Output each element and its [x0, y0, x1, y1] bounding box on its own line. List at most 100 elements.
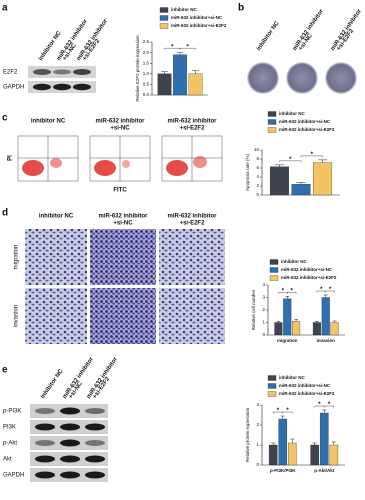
bar: [287, 442, 297, 466]
bar: [157, 73, 172, 96]
lane-label: inhibitor NC: [256, 20, 281, 52]
bar: [310, 444, 320, 466]
y-tick-label: 2: [262, 307, 265, 312]
y-tick-label: 0.0: [143, 92, 150, 97]
bar: [319, 412, 329, 466]
error-bar: [176, 51, 184, 55]
column-label: +si-NC: [110, 126, 130, 132]
significance-bracket: [282, 411, 293, 414]
y-tick-label: 2: [256, 422, 259, 427]
bar: [291, 184, 311, 196]
y-tick-label: 8: [256, 156, 259, 161]
error-bar: [274, 164, 285, 167]
bar: [313, 162, 333, 196]
legend-swatch: [267, 375, 277, 381]
row-label: invasion: [14, 305, 20, 327]
significance-label: *: [328, 402, 331, 408]
y-tick-label: 1: [262, 320, 265, 325]
legend-label: miR-632 inhibitor+si-E2F2: [281, 275, 337, 280]
axis-label: PI: [8, 155, 14, 161]
error-bar: [161, 71, 168, 74]
legend-swatch: [267, 111, 277, 117]
legend-label: inhibitor NC: [171, 7, 197, 12]
x-tick-label: invasion: [317, 338, 336, 343]
significance-label: *: [320, 287, 323, 293]
band-label: GAPDH: [3, 85, 24, 91]
legend-swatch: [267, 119, 277, 125]
dish: [325, 62, 357, 94]
y-axis-label: Relative cell number: [251, 289, 256, 330]
bar: [188, 73, 203, 96]
significance-label: *: [171, 44, 174, 50]
y-tick-label: 1.5: [143, 60, 150, 65]
bar: [269, 166, 289, 196]
y-tick-label: 0.5: [143, 82, 150, 87]
legend-swatch: [267, 383, 277, 389]
bar: [321, 297, 330, 336]
significance-label: *: [318, 402, 321, 408]
legend-label: miR-632 inhibitor+si-E2F2: [279, 391, 335, 396]
error-bar: [312, 442, 317, 445]
significance-label: *: [329, 287, 332, 293]
dish: [247, 62, 279, 94]
y-tick-label: 3: [262, 295, 265, 300]
significance-label: *: [286, 408, 289, 414]
lane-label: inhibitor NC: [40, 368, 65, 400]
column-label: +si-NC: [113, 221, 133, 227]
column-label: miR-632 inhibitor: [95, 119, 145, 125]
panel-letter: d: [2, 208, 8, 219]
y-tick-label: 10: [254, 147, 260, 152]
y-tick-label: 6: [256, 165, 259, 170]
error-bar: [322, 409, 327, 413]
y-axis-label: Apoptosis rate (%): [245, 153, 250, 191]
y-tick-label: 4: [262, 282, 265, 287]
legend-label: inhibitor NC: [279, 111, 305, 116]
band-label: PI3K: [3, 425, 16, 431]
band-label: p-Akt: [3, 441, 17, 447]
column-label: miR-632 inhibitor: [167, 214, 217, 220]
legend-label: miR-632 inhibitor+si-E2F2: [279, 127, 335, 132]
lane-label: miR-632 inhibitor: [292, 8, 325, 52]
error-bar: [332, 320, 337, 323]
bar: [312, 322, 321, 336]
axis-label: FITC: [113, 188, 127, 194]
significance-label: *: [277, 408, 280, 414]
error-bar: [271, 442, 276, 445]
legend-swatch: [267, 127, 277, 133]
significance-label: *: [291, 288, 294, 294]
bar: [283, 298, 292, 336]
panel-letter: c: [2, 113, 8, 124]
significance-bracket: [324, 405, 334, 408]
significance-label: *: [311, 152, 314, 158]
column-label: +si-E2F2: [180, 126, 206, 132]
legend-swatch: [159, 7, 169, 13]
y-tick-label: 2.5: [143, 39, 150, 44]
legend-label: inhibitor NC: [279, 375, 305, 380]
column-label: inhibitor NC: [31, 119, 66, 125]
panels: [17, 62, 357, 482]
error-bar: [317, 159, 328, 163]
legend-swatch: [159, 23, 169, 29]
lane-label: miR-632 inhibitor: [330, 8, 363, 52]
y-tick-label: 3: [256, 402, 259, 407]
legend-label: miR-632 inhibitor+si-E2F2: [171, 23, 227, 28]
legend-label: miR-632 inhibitor+si-NC: [279, 119, 331, 124]
x-tick-label: p-Akt/Akt: [314, 468, 335, 473]
legend-label: miR-632 inhibitor+si-NC: [281, 267, 333, 272]
legend-label: inhibitor NC: [281, 259, 307, 264]
y-tick-label: 2.0: [143, 50, 150, 55]
legend-swatch: [269, 259, 279, 265]
row-label: migration: [14, 245, 20, 270]
y-tick-label: 0: [256, 192, 259, 197]
error-bar: [331, 441, 336, 445]
error-bar: [294, 319, 299, 322]
column-label: miR-632 inhibitor: [98, 214, 148, 220]
error-bar: [192, 70, 199, 74]
band-label: E2F2: [3, 70, 18, 76]
panel-letter: b: [238, 3, 244, 14]
significance-label: *: [187, 44, 190, 50]
significance-bracket: [325, 290, 335, 293]
y-axis-label: Relative protein expression: [245, 407, 250, 462]
error-bar: [280, 415, 285, 419]
